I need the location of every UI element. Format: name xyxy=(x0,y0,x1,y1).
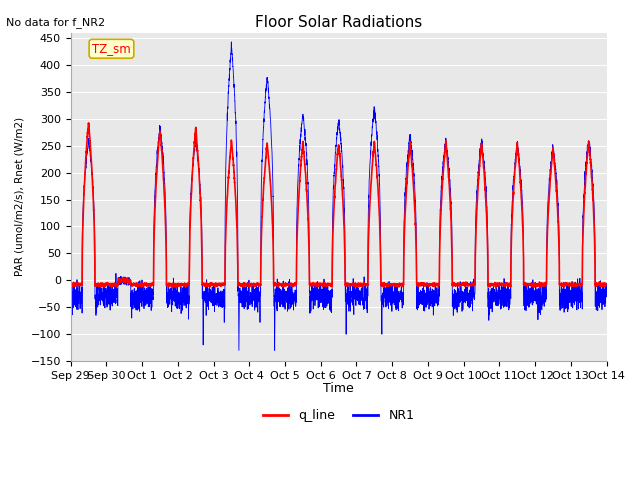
q_line xyxy=(168,285,176,290)
NR1 xyxy=(429,300,437,306)
Line: q_line: q_line xyxy=(70,123,607,288)
Text: No data for f_NR2: No data for f_NR2 xyxy=(6,17,106,28)
NR1 xyxy=(67,287,74,293)
NR1 xyxy=(603,288,611,294)
Line: NR1: NR1 xyxy=(70,42,607,350)
NR1 xyxy=(163,284,171,289)
Title: Floor Solar Radiations: Floor Solar Radiations xyxy=(255,15,422,30)
NR1 xyxy=(602,280,610,286)
q_line xyxy=(459,282,467,288)
Y-axis label: PAR (umol/m2/s), Rnet (W/m2): PAR (umol/m2/s), Rnet (W/m2) xyxy=(15,117,25,276)
q_line xyxy=(429,281,437,287)
q_line xyxy=(319,282,326,288)
q_line xyxy=(602,282,610,288)
NR1 xyxy=(235,348,243,353)
NR1 xyxy=(227,39,235,45)
q_line xyxy=(84,120,92,126)
NR1 xyxy=(459,305,467,311)
q_line xyxy=(603,281,611,287)
Text: TZ_sm: TZ_sm xyxy=(92,42,131,55)
q_line xyxy=(163,282,171,288)
Legend: q_line, NR1: q_line, NR1 xyxy=(258,404,419,427)
q_line xyxy=(67,283,74,288)
q_line xyxy=(490,283,497,288)
NR1 xyxy=(490,285,497,290)
X-axis label: Time: Time xyxy=(323,382,354,395)
NR1 xyxy=(319,304,326,310)
